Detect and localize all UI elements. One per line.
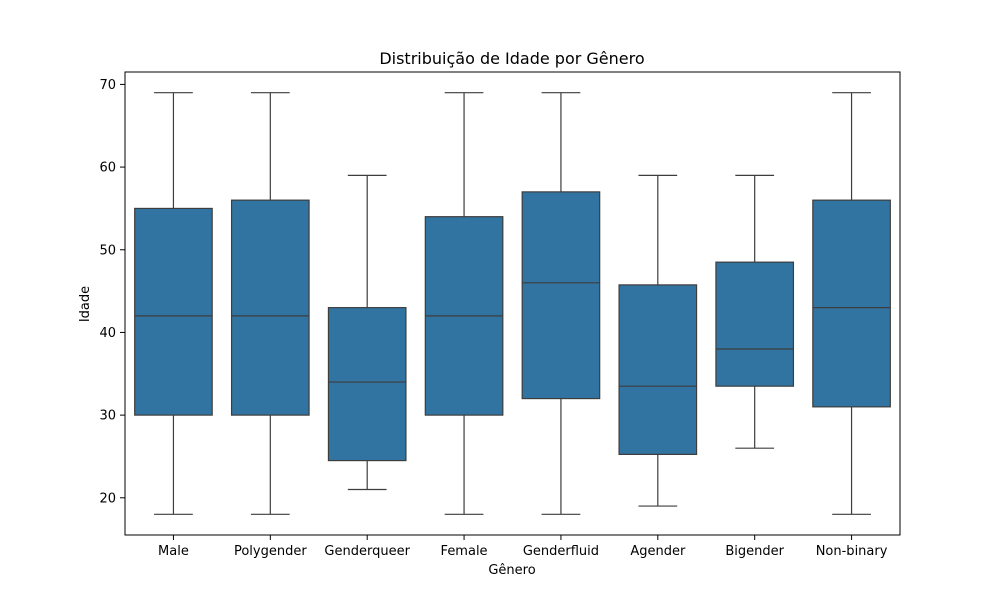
box-non-binary — [812, 92, 891, 515]
box-male — [134, 92, 213, 515]
x-tick-label: Polygender — [234, 544, 307, 559]
x-axis-label: Gênero — [488, 563, 535, 578]
x-tick-label: Bigender — [725, 544, 784, 559]
x-tick-label: Male — [158, 544, 189, 559]
box-female — [424, 92, 504, 515]
box-agender — [618, 174, 698, 507]
plot-frame — [124, 71, 901, 536]
box-genderfluid — [521, 92, 601, 515]
x-axis: Male Polygender Genderqueer Female Genderflu… — [158, 535, 888, 559]
y-axis: 20 30 40 50 60 70 — [99, 78, 125, 506]
box-bigender — [715, 174, 795, 449]
box-iqr — [521, 191, 601, 400]
box-iqr — [812, 199, 891, 408]
box-polygender — [230, 92, 310, 515]
chart-title: Distribuição de Idade por Gênero — [379, 49, 644, 68]
box-iqr — [230, 199, 310, 416]
box-iqr — [715, 261, 795, 387]
y-tick-label: 70 — [99, 78, 116, 93]
box-iqr — [618, 284, 698, 455]
x-tick-label: Genderqueer — [324, 544, 410, 559]
y-tick-label: 50 — [99, 243, 116, 258]
x-tick-label: Female — [441, 544, 488, 559]
box-iqr — [327, 307, 407, 462]
y-tick-label: 60 — [99, 161, 116, 176]
y-tick-label: 20 — [99, 491, 116, 506]
x-tick-label: Non-binary — [816, 544, 888, 559]
box-iqr — [134, 207, 213, 416]
y-tick-label: 30 — [99, 409, 116, 424]
y-tick-label: 40 — [99, 326, 116, 341]
plot-area — [134, 92, 891, 515]
x-tick-label: Agender — [630, 544, 686, 559]
x-tick-label: Genderfluid — [523, 544, 599, 559]
y-axis-label: Idade — [78, 286, 93, 322]
box-genderqueer — [327, 174, 407, 491]
